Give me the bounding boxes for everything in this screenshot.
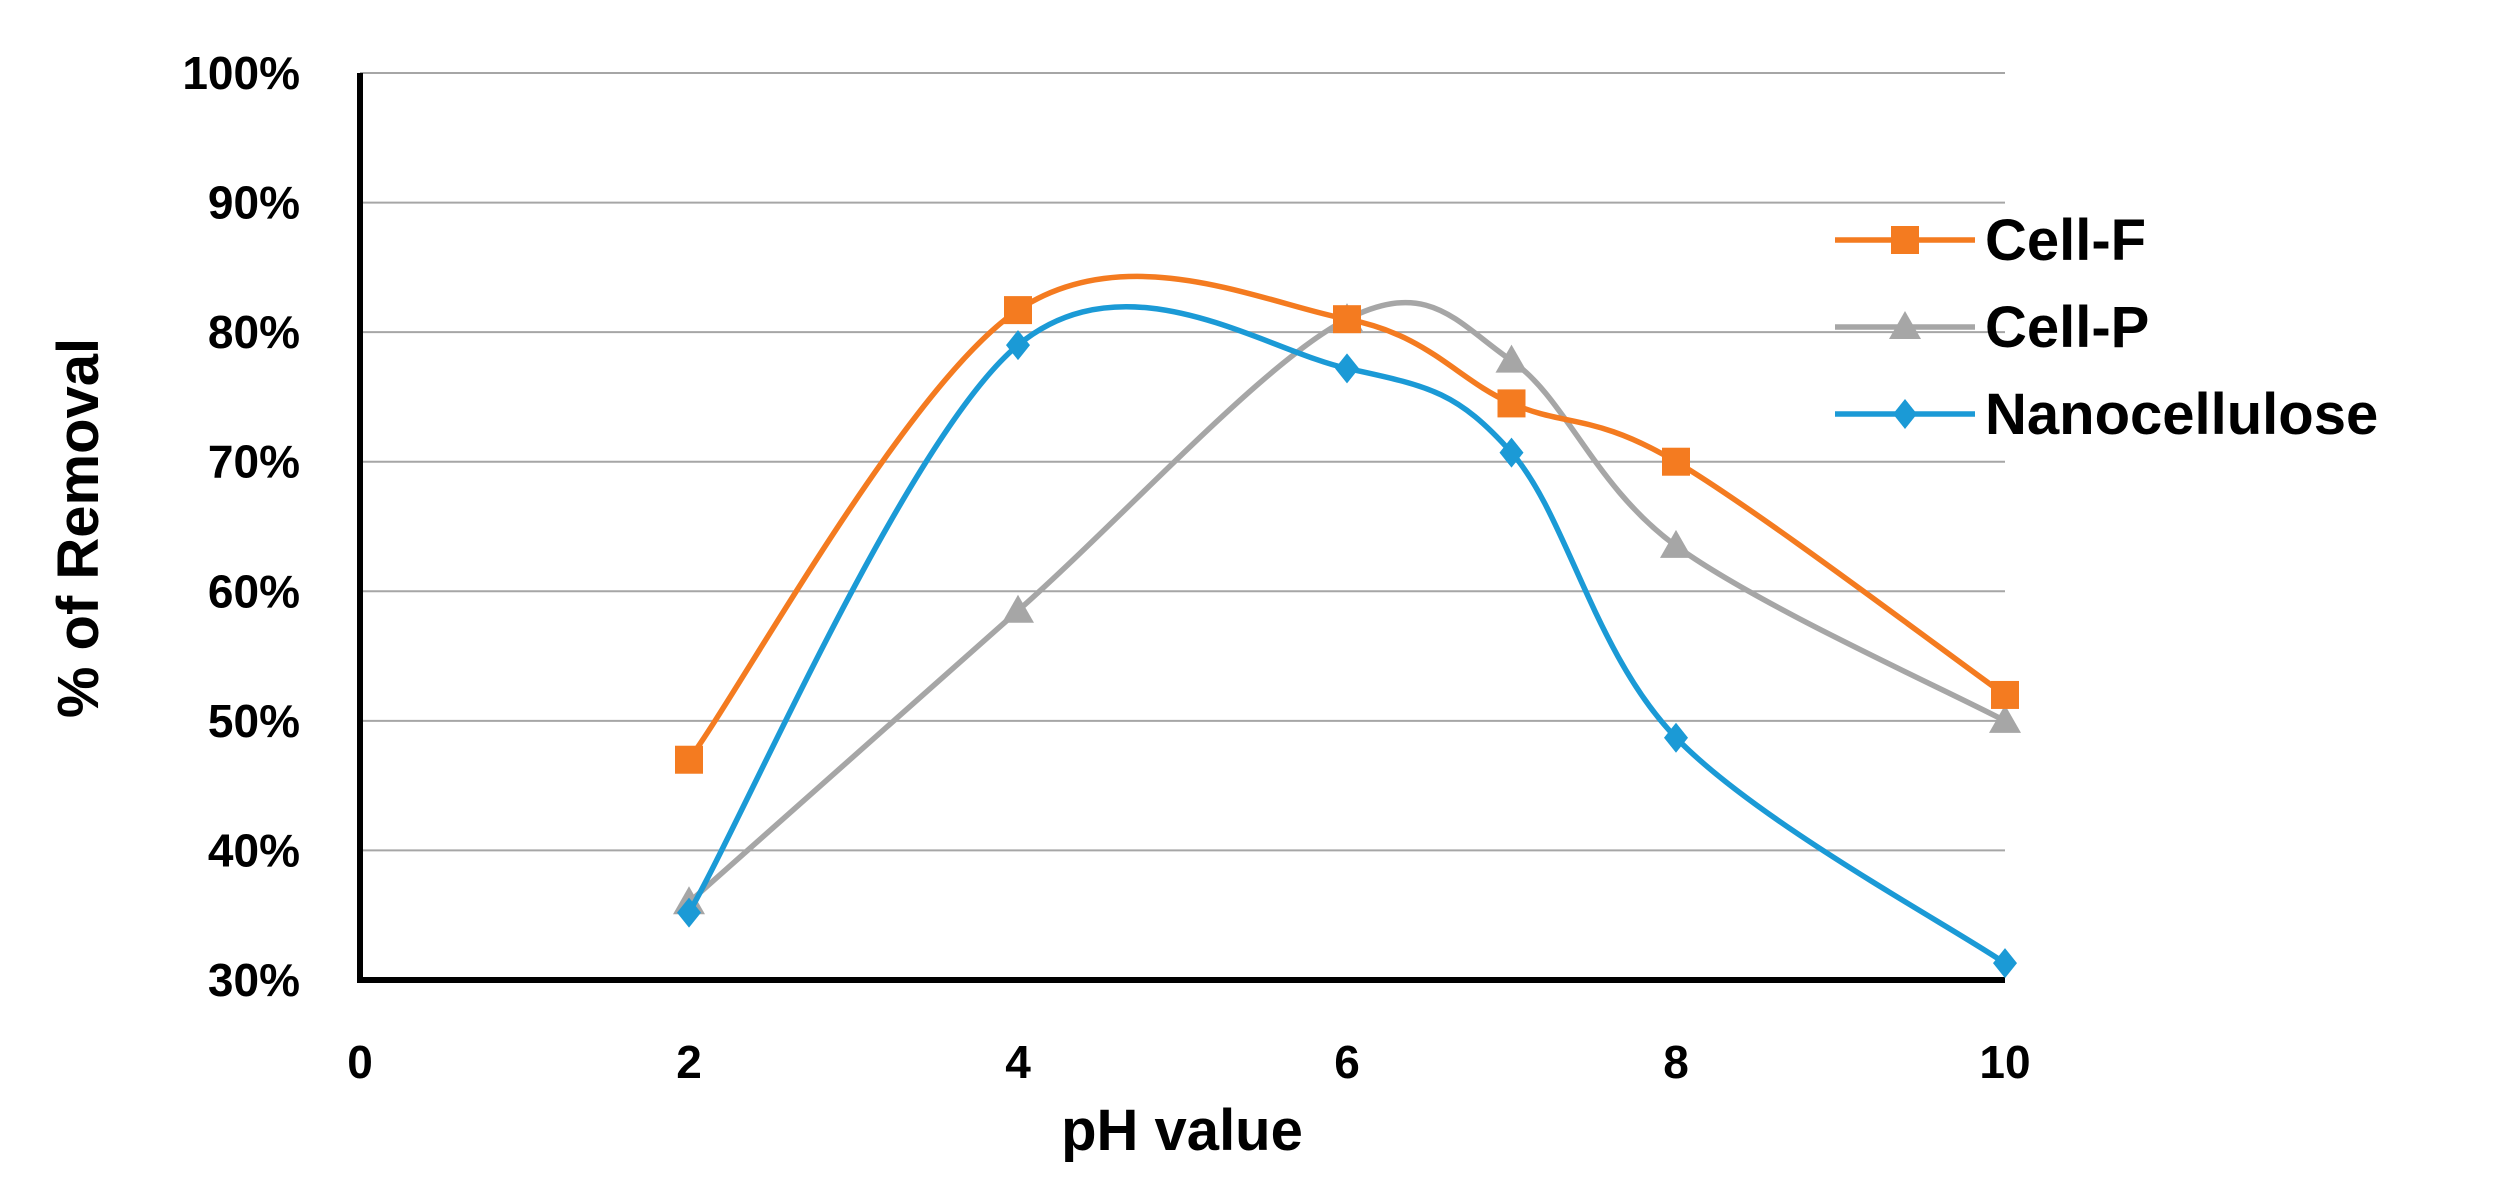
series-cell-p: [673, 299, 2021, 915]
data-point-cell-f: [1662, 447, 1690, 476]
data-point-nanocellulose: [1664, 722, 1688, 753]
data-point-nanocellulose: [677, 897, 701, 928]
data-point-cell-f: [1004, 296, 1032, 325]
x-tick-label: 0: [347, 1036, 373, 1088]
legend-item-cell-p: Cell-P: [1835, 295, 2149, 360]
y-tick-label: 70%: [208, 436, 300, 488]
x-tick-label: 2: [676, 1036, 702, 1088]
legend-item-nanocellulose: Nanocellulose: [1835, 382, 2378, 447]
legend-marker-nanocellulose: [1893, 399, 1917, 429]
data-point-nanocellulose: [1499, 437, 1524, 468]
data-point-cell-f: [675, 745, 703, 774]
x-tick-label: 6: [1334, 1036, 1360, 1088]
y-tick-label: 100%: [182, 47, 300, 99]
legend-label-cell-f: Cell-F: [1985, 208, 2146, 273]
legend-item-cell-f: Cell-F: [1835, 208, 2146, 273]
legend: Cell-F Cell-P Nanocellulose: [1835, 208, 2378, 447]
data-point-cell-f: [1497, 389, 1526, 418]
y-axis-title: % of Removal: [46, 338, 111, 718]
x-axis-title: pH value: [1061, 1098, 1303, 1163]
legend-label-cell-p: Cell-P: [1985, 295, 2149, 360]
legend-label-nanocellulose: Nanocellulose: [1985, 382, 2378, 447]
y-tick-label: 90%: [208, 177, 300, 229]
x-tick-label: 4: [1005, 1036, 1031, 1088]
series-line-cell-p: [687, 299, 2007, 905]
data-point-cell-p: [1002, 594, 1034, 623]
data-point-cell-f: [1333, 305, 1361, 334]
legend-marker-cell-f: [1891, 226, 1919, 254]
series-line-nanocellulose: [686, 304, 2007, 966]
data-point-nanocellulose: [1335, 353, 1359, 384]
y-tick-label: 40%: [208, 824, 300, 876]
y-tick-label: 80%: [208, 306, 300, 358]
data-point-cell-p: [1660, 529, 1692, 558]
tick-labels: 30% 40% 50% 60% 70% 80% 90% 100% 0 2 4 6 8 10: [182, 47, 2030, 1088]
data-point-cell-p: [1989, 704, 2021, 733]
gridlines: [360, 72, 2005, 852]
data-point-cell-f: [1991, 680, 2019, 709]
axes: [357, 73, 2005, 983]
data-point-nanocellulose: [1993, 948, 2017, 979]
y-tick-label: 60%: [208, 565, 300, 617]
y-tick-label: 30%: [208, 954, 300, 1006]
x-tick-label: 8: [1663, 1036, 1689, 1088]
legend-marker-cell-p: [1889, 311, 1921, 339]
x-tick-label: 10: [1979, 1036, 2030, 1088]
y-tick-label: 50%: [208, 695, 300, 747]
series-line-cell-f: [686, 273, 2007, 762]
series-nanocellulose: [677, 304, 2017, 979]
data-point-cell-p: [1495, 344, 1528, 373]
series-layer: [673, 273, 2021, 979]
series-cell-f: [675, 273, 2019, 774]
data-point-nanocellulose: [1006, 330, 1030, 361]
